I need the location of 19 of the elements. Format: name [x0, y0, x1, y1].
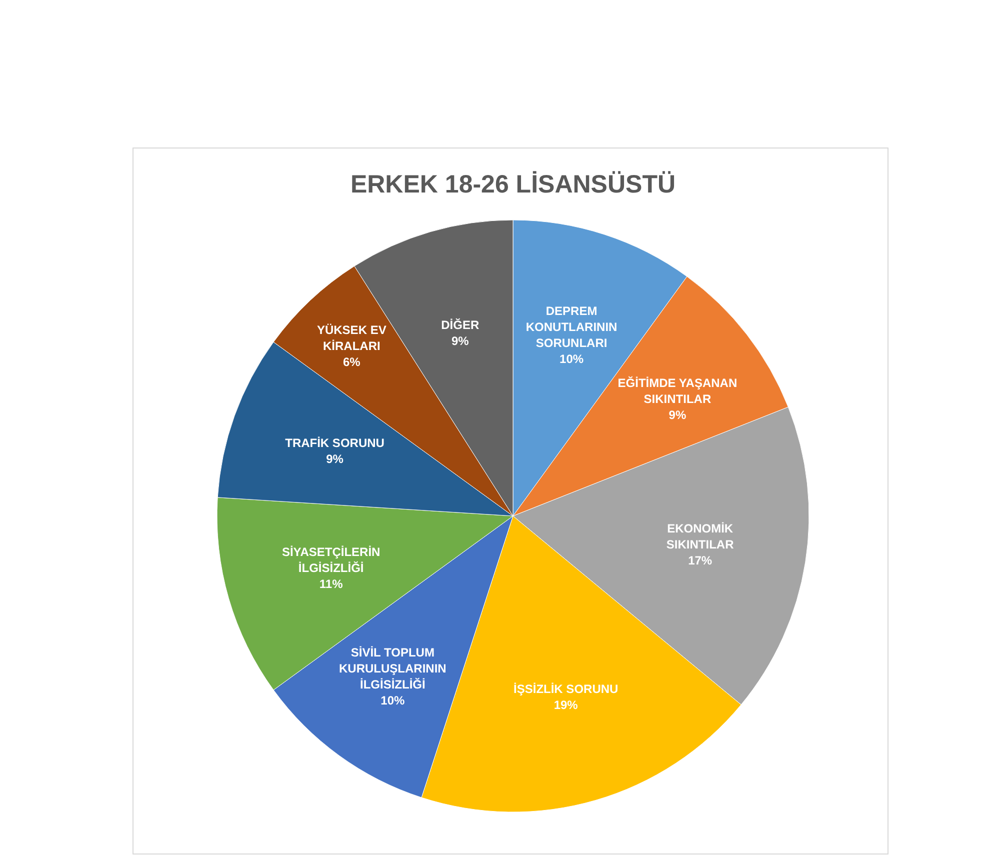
data-label: 6%	[342, 354, 361, 369]
data-label: 10%	[560, 352, 584, 366]
data-label: 9%	[668, 408, 686, 422]
slice-label: EKONOMİK SIKINTILAR	[666, 522, 734, 552]
chart-title: ERKEK 18-26 LİSANSÜSTÜ	[350, 170, 676, 199]
slice-label: SİVİL TOPLUM KURULUŞLARININ İLGİSİZLİĞİ	[338, 646, 446, 692]
slice-label: DEPREM KONUTLARININ SORUNLARI	[526, 304, 618, 350]
data-label: 17%	[688, 554, 712, 568]
data-label: 19%	[554, 698, 578, 712]
data-label: 10%	[380, 694, 405, 708]
slice-label: EĞİTİMDE YAŞANAN SIKINTILAR	[618, 376, 738, 406]
slice-label: İŞSİZLİK SORUNU	[514, 682, 618, 696]
slice-label: DİĞER	[441, 318, 480, 332]
data-label: 11%	[319, 577, 344, 592]
slice-label: SİYASETÇİLERİN İLGİSİZLİĞİ	[282, 545, 380, 576]
slice-label: YÜKSEK EV KİRALARI	[316, 322, 386, 353]
slice-label: TRAFİK SORUNU	[285, 436, 384, 450]
data-label: 9%	[326, 452, 344, 466]
data-label: 9%	[451, 334, 470, 348]
